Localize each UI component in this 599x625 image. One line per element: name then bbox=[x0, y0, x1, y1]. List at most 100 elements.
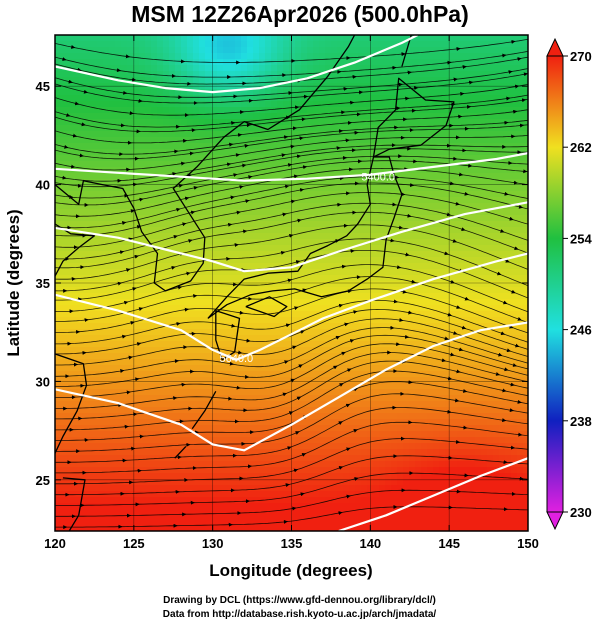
streamline-arrow bbox=[407, 213, 412, 218]
height-contour-3 bbox=[338, 457, 528, 531]
streamline-arrow bbox=[176, 207, 181, 212]
streamline bbox=[55, 250, 528, 301]
colorbar-tick-label-0: 230 bbox=[570, 505, 592, 520]
streamline bbox=[55, 360, 528, 420]
contour-label-0: 5400.0 bbox=[361, 172, 395, 184]
streamline bbox=[55, 109, 528, 144]
streamline-arrow bbox=[506, 348, 511, 353]
streamline-arrow bbox=[510, 382, 515, 387]
streamline-arrow bbox=[233, 173, 238, 178]
coast-segment-9 bbox=[174, 445, 187, 459]
streamline-arrow bbox=[464, 296, 470, 301]
streamline-arrow bbox=[285, 323, 291, 328]
streamline-arrow bbox=[284, 360, 289, 365]
streamline-arrow bbox=[176, 321, 181, 326]
streamline-arrow bbox=[138, 307, 144, 311]
streamline-arrow bbox=[461, 325, 467, 330]
streamline-arrow bbox=[456, 369, 461, 374]
coast-segment-8 bbox=[62, 477, 86, 531]
height-contour-2 bbox=[55, 321, 528, 452]
streamline-arrow bbox=[293, 306, 299, 311]
streamline-arrow bbox=[453, 331, 458, 335]
colorbar-gradient bbox=[546, 55, 564, 513]
streamline-arrow bbox=[353, 387, 358, 392]
streamline-arrow bbox=[508, 70, 513, 75]
streamline-arrow bbox=[283, 135, 289, 140]
streamline-arrow bbox=[172, 171, 177, 176]
streamline-arrow bbox=[347, 368, 352, 373]
streamline-arrow bbox=[402, 289, 407, 294]
streamline bbox=[55, 38, 528, 63]
streamline-arrow bbox=[511, 289, 516, 294]
streamline bbox=[55, 489, 528, 517]
streamline-arrow bbox=[190, 210, 196, 215]
y-axis: 25 30 35 40 45 bbox=[36, 79, 528, 488]
x-tick-label-6: 150 bbox=[517, 536, 539, 551]
streamline-arrow bbox=[242, 229, 248, 234]
streamline-arrow bbox=[498, 352, 503, 357]
streamline-arrow bbox=[396, 265, 402, 270]
streamline-arrow bbox=[81, 122, 86, 127]
y-tick-label-1: 30 bbox=[36, 374, 50, 389]
streamline-arrow bbox=[515, 343, 520, 348]
streamline-arrow bbox=[177, 285, 183, 290]
streamline-arrow bbox=[495, 372, 500, 376]
streamline bbox=[55, 155, 528, 199]
streamline-arrow bbox=[346, 447, 351, 452]
streamline-arrow bbox=[509, 324, 514, 329]
streamline-arrow bbox=[339, 383, 344, 387]
streamline-arrow bbox=[296, 396, 302, 401]
streamline-arrow bbox=[230, 195, 235, 200]
streamline-arrow bbox=[62, 175, 67, 180]
streamline-arrow bbox=[64, 144, 69, 149]
streamline bbox=[55, 148, 528, 188]
streamline-arrow bbox=[341, 351, 346, 356]
streamline-arrow bbox=[128, 355, 133, 360]
streamline-arrow bbox=[241, 163, 247, 168]
credit-line-dcl: Drawing by DCL (https://www.gfd-dennou.o… bbox=[163, 595, 436, 606]
streamline bbox=[55, 68, 528, 98]
streamline bbox=[55, 308, 528, 355]
streamline-arrow bbox=[500, 229, 505, 233]
coast-segment-0 bbox=[55, 35, 356, 292]
streamline-arrow bbox=[509, 216, 514, 221]
streamline-arrow bbox=[292, 345, 297, 350]
streamline-arrow bbox=[293, 174, 299, 179]
streamline-arrow bbox=[452, 238, 458, 243]
streamline-arrow bbox=[126, 390, 131, 395]
streamline-arrow bbox=[182, 222, 187, 227]
y-axis-label: Latitude (degrees) bbox=[4, 209, 23, 356]
streamline-arrow bbox=[505, 258, 510, 263]
streamline bbox=[55, 421, 528, 474]
streamline-arrow bbox=[193, 185, 198, 190]
streamline-arrow bbox=[295, 431, 300, 435]
streamline-arrow bbox=[83, 89, 88, 94]
streamline-arrow bbox=[288, 411, 294, 415]
y-tick-label-0: 25 bbox=[36, 473, 50, 488]
streamline-arrow bbox=[345, 403, 351, 408]
streamline-arrow bbox=[502, 388, 507, 393]
streamline-arrow bbox=[462, 389, 468, 393]
x-tick-label-0: 120 bbox=[44, 536, 66, 551]
colorbar: 230 238 246 254 262 270 bbox=[546, 37, 592, 531]
streamline-arrow bbox=[411, 279, 416, 284]
streamline-arrow bbox=[512, 109, 518, 114]
streamline-arrow bbox=[134, 377, 140, 382]
streamline-arrow bbox=[134, 254, 139, 259]
streamline-arrow bbox=[62, 57, 67, 61]
colorbar-tick-label-2: 246 bbox=[570, 323, 592, 338]
streamline-arrow bbox=[136, 225, 142, 229]
streamline-arrow bbox=[226, 162, 232, 167]
streamline-arrow bbox=[447, 409, 452, 414]
streamline-arrow bbox=[521, 98, 526, 103]
streamline-arrow bbox=[450, 352, 455, 357]
streamline-arrow bbox=[70, 164, 76, 169]
streamline-arrow bbox=[338, 303, 344, 308]
streamline-arrow bbox=[301, 453, 307, 457]
x-axis-label: Longitude (degrees) bbox=[209, 561, 372, 580]
streamline-arrow bbox=[248, 175, 253, 180]
x-tick-label-1: 125 bbox=[123, 536, 145, 551]
streamline-arrow bbox=[287, 163, 293, 168]
streamline-arrow bbox=[517, 399, 522, 404]
streamline-arrow bbox=[186, 271, 191, 276]
